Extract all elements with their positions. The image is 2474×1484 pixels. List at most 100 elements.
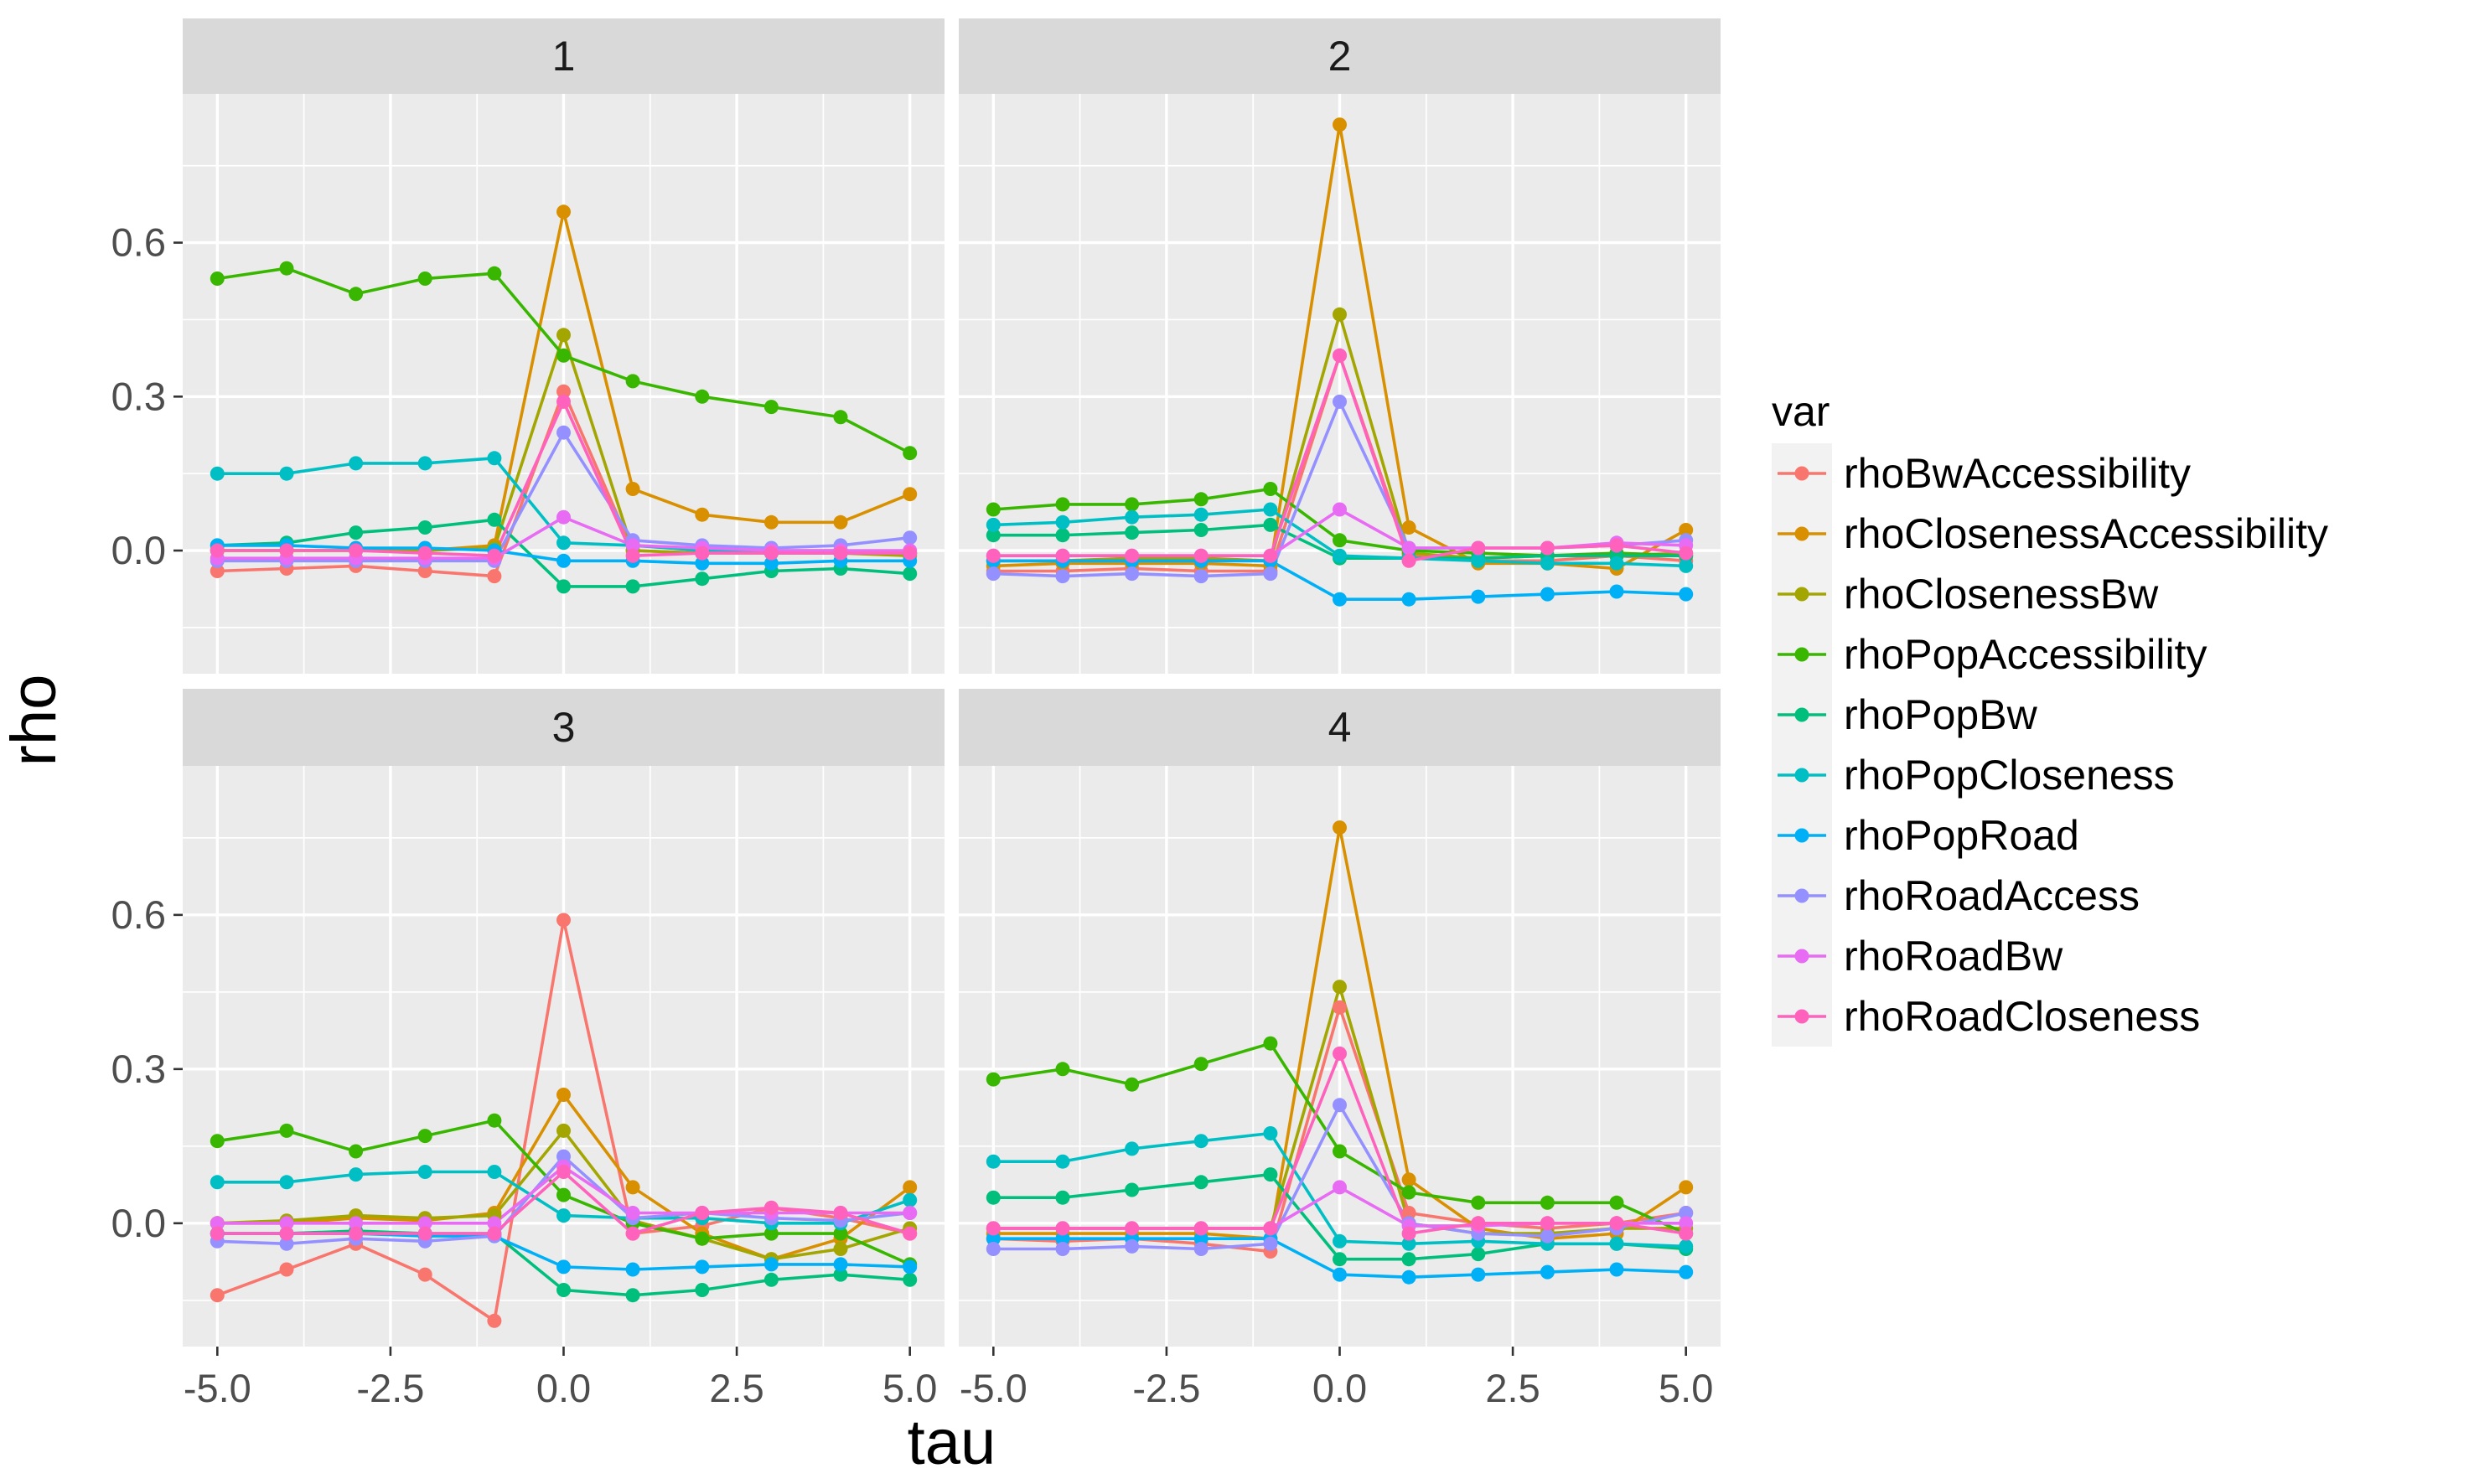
data-point-rhoClosenessAccessibility-panel-4-x5 bbox=[1679, 1180, 1694, 1195]
legend-label: rhoClosenessBw bbox=[1844, 571, 2159, 618]
data-point-rhoRoadBw-panel-3-x1 bbox=[625, 1206, 640, 1220]
data-point-rhoBwAccessibility-panel-1-x-5 bbox=[210, 564, 225, 578]
data-point-rhoRoadCloseness-panel-3-x-3 bbox=[349, 1226, 364, 1241]
legend-key-point bbox=[1794, 587, 1809, 602]
data-point-rhoPopAccessibility-panel-2-x0 bbox=[1333, 533, 1347, 548]
data-point-rhoPopBw-panel-1-x-2 bbox=[417, 520, 432, 535]
legend-label: rhoRoadAccess bbox=[1844, 872, 2140, 919]
data-point-rhoRoadAccess-panel-4-x-5 bbox=[986, 1242, 1001, 1256]
data-point-rhoClosenessAccessibility-panel-2-x1 bbox=[1401, 520, 1416, 535]
data-point-rhoPopBw-panel-2-x-3 bbox=[1125, 525, 1140, 540]
legend-key-point bbox=[1794, 707, 1809, 722]
data-point-rhoBwAccessibility-panel-3-x-2 bbox=[417, 1267, 432, 1282]
data-point-rhoRoadCloseness-panel-2-x-3 bbox=[1125, 548, 1140, 563]
legend-item-rhoClosenessAccessibility: rhoClosenessAccessibility bbox=[1772, 504, 2328, 564]
data-point-rhoRoadCloseness-panel-2-x-5 bbox=[986, 548, 1001, 563]
x-tick-label: 5.0 bbox=[1659, 1366, 1713, 1410]
data-point-rhoPopAccessibility-panel-1-x-3 bbox=[349, 287, 364, 302]
data-point-rhoRoadCloseness-panel-1-x5 bbox=[903, 546, 918, 561]
data-point-rhoPopCloseness-panel-2-x5 bbox=[1679, 558, 1694, 573]
data-point-rhoPopRoad-panel-4-x5 bbox=[1679, 1264, 1694, 1280]
data-point-rhoRoadCloseness-panel-1-x4 bbox=[833, 546, 848, 561]
data-point-rhoRoadCloseness-panel-2-x0 bbox=[1333, 348, 1347, 363]
legend-label: rhoRoadBw bbox=[1844, 933, 2063, 980]
data-point-rhoRoadCloseness-panel-2-x2 bbox=[1471, 540, 1486, 556]
data-point-rhoRoadAccess-panel-2-x0 bbox=[1333, 394, 1347, 409]
data-point-rhoPopAccessibility-panel-3-x2 bbox=[695, 1231, 710, 1246]
data-point-rhoRoadCloseness-panel-3-x4 bbox=[833, 1206, 848, 1220]
data-point-rhoRoadCloseness-panel-4-x-2 bbox=[1193, 1221, 1209, 1236]
data-point-rhoClosenessBw-panel-3-x4 bbox=[833, 1242, 848, 1256]
legend-label: rhoRoadCloseness bbox=[1844, 993, 2200, 1040]
data-point-rhoRoadAccess-panel-4-x5 bbox=[1679, 1206, 1694, 1220]
data-point-rhoRoadCloseness-panel-3-x1 bbox=[625, 1226, 640, 1241]
data-point-rhoPopCloseness-panel-1-x-4 bbox=[279, 466, 294, 481]
panel-1: 1 0.0 0.3 0.6 bbox=[111, 18, 945, 674]
data-point-rhoPopAccessibility-panel-1-x5 bbox=[903, 446, 918, 461]
data-point-rhoClosenessBw-panel-2-x0 bbox=[1333, 307, 1347, 322]
data-point-rhoPopRoad-panel-3-x4 bbox=[833, 1257, 848, 1272]
data-point-rhoRoadCloseness-panel-1-x0 bbox=[556, 394, 571, 409]
data-point-rhoClosenessAccessibility-panel-1-x0 bbox=[556, 204, 571, 220]
data-point-rhoRoadCloseness-panel-3-x3 bbox=[763, 1200, 779, 1215]
data-point-rhoPopBw-panel-3-x2 bbox=[695, 1283, 710, 1297]
data-point-rhoPopCloseness-panel-3-x-3 bbox=[349, 1167, 364, 1182]
x-tick-label: 2.5 bbox=[709, 1366, 763, 1410]
panel-strip bbox=[183, 18, 945, 94]
data-point-rhoRoadCloseness-panel-3-x-4 bbox=[279, 1226, 294, 1241]
data-point-rhoRoadBw-panel-3-x-1 bbox=[487, 1216, 502, 1231]
data-point-rhoRoadCloseness-panel-1-x-2 bbox=[417, 546, 432, 561]
data-point-rhoPopCloseness-panel-3-x0 bbox=[556, 1208, 571, 1223]
data-point-rhoPopBw-panel-3-x3 bbox=[763, 1272, 779, 1287]
data-point-rhoPopRoad-panel-2-x3 bbox=[1540, 587, 1555, 602]
data-point-rhoPopBw-panel-1-x-3 bbox=[349, 525, 364, 540]
data-point-rhoPopRoad-panel-4-x-2 bbox=[1193, 1231, 1209, 1246]
data-point-rhoRoadCloseness-panel-2-x-2 bbox=[1193, 548, 1209, 563]
legend-item-rhoPopAccessibility: rhoPopAccessibility bbox=[1772, 624, 2207, 685]
panel-3: 3 0.0 0.3 0.6 -5.0 -2.5 0.0 2.5 5.0 bbox=[111, 689, 945, 1410]
data-point-rhoPopCloseness-panel-3-x-1 bbox=[487, 1165, 502, 1179]
data-point-rhoPopCloseness-panel-2-x-4 bbox=[1055, 514, 1070, 530]
data-point-rhoRoadCloseness-panel-4-x-3 bbox=[1125, 1221, 1140, 1236]
legend-item-rhoPopBw: rhoPopBw bbox=[1772, 685, 2038, 745]
data-point-rhoRoadCloseness-panel-1-x1 bbox=[625, 548, 640, 563]
data-point-rhoPopAccessibility-panel-4-x-1 bbox=[1263, 1036, 1278, 1051]
legend-key-point bbox=[1794, 1009, 1809, 1024]
data-point-rhoRoadAccess-panel-3-x-4 bbox=[279, 1236, 294, 1251]
data-point-rhoPopRoad-panel-1-x2 bbox=[695, 556, 710, 571]
data-point-rhoRoadCloseness-panel-1-x-4 bbox=[279, 543, 294, 558]
data-point-rhoRoadBw-panel-4-x5 bbox=[1679, 1216, 1694, 1231]
x-tick-label: -5.0 bbox=[960, 1366, 1027, 1410]
data-point-rhoPopCloseness-panel-4-x-2 bbox=[1193, 1134, 1209, 1149]
data-point-rhoPopCloseness-panel-1-x-5 bbox=[210, 466, 225, 481]
data-point-rhoClosenessAccessibility-panel-2-x5 bbox=[1679, 523, 1694, 537]
data-point-rhoPopBw-panel-3-x5 bbox=[903, 1272, 918, 1287]
data-point-rhoPopAccessibility-panel-3-x-3 bbox=[349, 1144, 364, 1159]
data-point-rhoPopAccessibility-panel-3-x3 bbox=[763, 1226, 779, 1241]
data-point-rhoPopBw-panel-1-x2 bbox=[695, 571, 710, 587]
legend-key-point bbox=[1794, 647, 1809, 662]
data-point-rhoPopAccessibility-panel-4-x-4 bbox=[1055, 1062, 1070, 1077]
data-point-rhoPopAccessibility-panel-2-x-4 bbox=[1055, 497, 1070, 512]
legend-key-point bbox=[1794, 828, 1809, 843]
data-point-rhoPopCloseness-panel-2-x2 bbox=[1471, 553, 1486, 568]
data-point-rhoPopAccessibility-panel-1-x2 bbox=[695, 389, 710, 404]
data-point-rhoPopBw-panel-3-x1 bbox=[625, 1288, 640, 1303]
data-point-rhoPopCloseness-panel-2-x3 bbox=[1540, 556, 1555, 571]
data-point-rhoRoadCloseness-panel-2-x3 bbox=[1540, 540, 1555, 556]
data-point-rhoPopAccessibility-panel-1-x-2 bbox=[417, 271, 432, 286]
data-point-rhoPopCloseness-panel-4-x5 bbox=[1679, 1238, 1694, 1254]
data-point-rhoPopBw-panel-2-x-1 bbox=[1263, 517, 1278, 532]
data-point-rhoRoadCloseness-panel-2-x5 bbox=[1679, 546, 1694, 561]
panel-strip bbox=[959, 18, 1721, 94]
data-point-rhoPopRoad-panel-3-x1 bbox=[625, 1262, 640, 1277]
data-point-rhoBwAccessibility-panel-1-x-2 bbox=[417, 564, 432, 578]
data-point-rhoPopCloseness-panel-2-x-3 bbox=[1125, 509, 1140, 525]
panel-strip-label: 3 bbox=[552, 704, 576, 751]
data-point-rhoPopCloseness-panel-1-x-2 bbox=[417, 456, 432, 471]
data-point-rhoRoadCloseness-panel-1-x2 bbox=[695, 546, 710, 561]
series-points bbox=[210, 117, 1694, 1328]
data-point-rhoPopAccessibility-panel-1-x4 bbox=[833, 410, 848, 425]
data-point-rhoRoadCloseness-panel-3-x-2 bbox=[417, 1226, 432, 1241]
